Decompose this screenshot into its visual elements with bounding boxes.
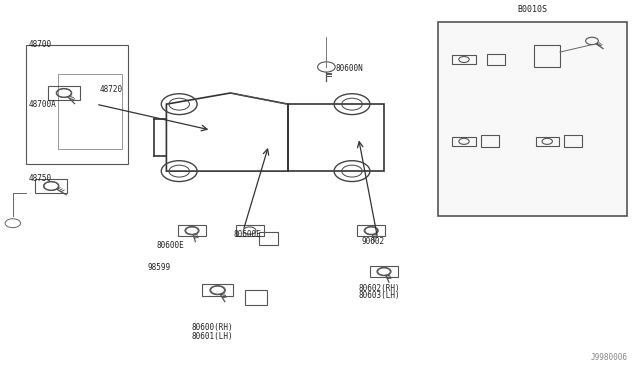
Text: 80601(LH): 80601(LH) xyxy=(192,332,234,341)
Text: 80600E: 80600E xyxy=(157,241,184,250)
Bar xyxy=(178,225,206,236)
Text: J9980006: J9980006 xyxy=(590,353,627,362)
Text: 90602: 90602 xyxy=(362,237,385,246)
Bar xyxy=(452,137,476,146)
Bar xyxy=(26,45,128,164)
Text: 48700: 48700 xyxy=(29,40,52,49)
Bar xyxy=(357,225,385,236)
Text: 80603(LH): 80603(LH) xyxy=(358,291,400,300)
Text: 80600(RH): 80600(RH) xyxy=(192,323,234,332)
Bar xyxy=(245,290,268,305)
Text: 48700A: 48700A xyxy=(29,100,56,109)
Bar xyxy=(564,135,582,147)
Bar xyxy=(481,135,499,147)
Bar xyxy=(370,266,398,277)
Bar xyxy=(536,137,559,146)
Bar xyxy=(236,225,264,236)
Bar xyxy=(487,54,505,65)
Bar xyxy=(534,45,560,67)
Text: B0010S: B0010S xyxy=(518,5,548,14)
Text: 80600E: 80600E xyxy=(234,230,261,239)
Bar xyxy=(259,231,278,245)
Text: 98599: 98599 xyxy=(147,263,170,272)
Text: 80602(RH): 80602(RH) xyxy=(358,284,400,293)
Text: 80600N: 80600N xyxy=(336,64,364,73)
Bar xyxy=(452,55,476,64)
Bar xyxy=(35,180,67,193)
Text: 48720: 48720 xyxy=(99,85,122,94)
Bar xyxy=(438,22,627,216)
Text: 48750: 48750 xyxy=(29,174,52,183)
Bar xyxy=(58,74,122,149)
Bar xyxy=(202,284,233,296)
Bar xyxy=(48,86,80,100)
